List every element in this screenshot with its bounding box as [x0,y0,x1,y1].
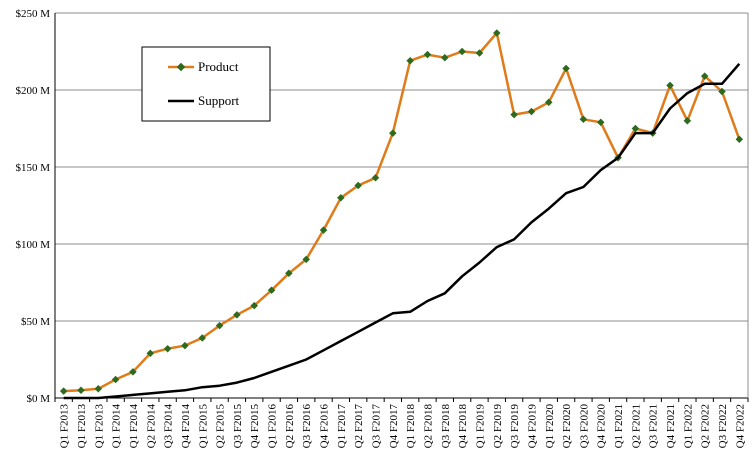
x-tick-label: Q2 F2016 [284,404,296,449]
data-point-product [406,56,415,65]
data-point-product [510,110,518,119]
x-tick-label: Q1 F2014 [111,404,123,449]
data-point-product [579,115,588,124]
legend-box [141,46,271,122]
x-tick-label: Q1 F2019 [474,404,486,449]
x-tick-label: Q2 F2021 [630,404,642,448]
y-tick-label: $50 M [21,316,50,328]
x-tick-labels: Q1 F2013 Q1 F2013 Q1 F2013 Q1 F2014 Q1 F2014… [59,404,747,449]
data-point-product [302,255,311,264]
data-point-product [718,87,726,96]
y-tick-label: $100 M [15,239,50,251]
data-point-product [163,344,172,353]
y-tick-label: $250 M [15,8,50,20]
data-point-product [423,50,432,59]
data-point-product [683,116,692,125]
data-point-product [215,321,224,330]
data-point-product [337,193,345,202]
data-point-product [146,349,155,358]
data-point-product [319,226,328,234]
x-tick-label: Q4 F2017 [388,404,400,449]
x-tick-label: Q2 F2022 [700,404,712,448]
data-point-product [666,81,674,90]
x-tick-label: Q3 F2015 [232,404,244,449]
x-tick-label: Q1 F2017 [336,404,348,449]
x-tick-label: Q4 F2021 [665,404,677,448]
data-point-product [129,367,137,376]
x-tick-label: Q4 F2014 [180,404,192,449]
y-tick-label: $200 M [15,85,50,97]
x-tick-label: Q1 F2021 [613,404,625,448]
x-tick-label: Q3 F2020 [578,404,590,449]
axes [54,13,749,402]
x-tick-label: Q3 F2021 [648,404,660,448]
x-tick-label: Q3 F2019 [509,404,521,449]
y-tick-labels: $0 M $50 M $100 M $150 M $200 M $250 M [15,8,50,405]
y-tick-label: $150 M [15,162,50,174]
x-tick-label: Q2 F2014 [145,404,157,449]
x-tick-label: Q1 F2014 [128,404,140,449]
x-tick-label: Q1 F2016 [267,404,279,449]
x-tick-label: Q3 F2016 [301,404,313,449]
data-point-product [544,98,553,107]
x-tick-label: Q1 F2018 [405,404,417,449]
data-point-product [59,387,68,395]
data-point-product [562,64,570,73]
data-point-product [181,341,189,350]
x-tick-label: Q4 F2015 [249,404,261,449]
data-point-product [596,118,605,127]
x-tick-label: Q1 F2020 [544,404,556,449]
x-tick-label: Q1 F2013 [76,404,88,449]
x-tick-label: Q3 F2022 [717,404,729,448]
data-point-product [388,129,397,137]
series-line-support [63,62,741,400]
x-tick-label: Q2 F2015 [215,404,227,449]
data-point-product [371,173,380,182]
data-point-product [233,310,241,319]
x-tick-label: Q4 F2016 [319,404,331,449]
series-line-product [63,31,741,393]
x-tick-label: Q2 F2020 [561,404,573,449]
legend: Product Support [141,46,271,122]
x-tick-label: Q3 F2014 [163,404,175,449]
data-point-product [458,47,466,56]
legend-label-product: Product [198,59,239,74]
x-tick-label: Q1 F2015 [197,404,209,449]
data-point-product [700,72,709,80]
x-tick-label: Q2 F2018 [422,404,434,449]
data-point-product [250,301,259,310]
data-point-product [198,334,207,342]
y-tick-label: $0 M [26,393,50,405]
x-tick-label: Q4 F2018 [457,404,469,449]
data-point-product [527,107,536,116]
data-point-product [475,49,484,57]
series-lines [59,29,744,400]
data-point-product [354,181,363,190]
data-point-product [267,286,276,295]
data-point-product [77,386,85,395]
x-tick-label: Q3 F2017 [371,404,383,449]
x-tick-label: Q4 F2022 [734,404,746,448]
x-tick-label: Q1 F2013 [93,404,105,449]
x-tick-label: Q4 F2020 [596,404,608,449]
x-tick-label: Q4 F2019 [526,404,538,449]
x-tick-label: Q3 F2018 [440,404,452,449]
data-point-product [440,53,449,62]
x-tick-label: Q1 F2013 [59,404,71,449]
data-point-product [285,269,293,278]
data-point-product [94,384,103,393]
legend-marker-product [176,62,186,72]
data-point-product [111,375,120,384]
x-tick-label: Q2 F2017 [353,404,365,449]
x-tick-label: Q1 F2022 [682,404,694,448]
data-point-product [735,135,744,144]
data-point-product [492,29,501,37]
x-tick-label: Q2 F2019 [492,404,504,449]
legend-label-support: Support [198,93,240,108]
